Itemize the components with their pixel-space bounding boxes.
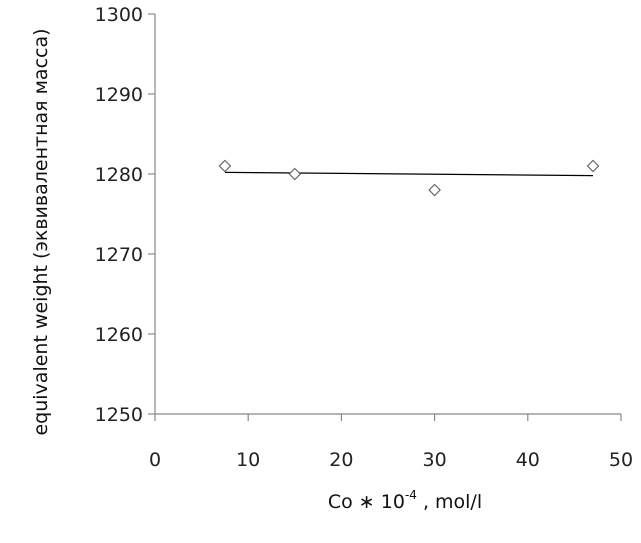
trendline	[224, 171, 594, 177]
x-tick-label: 40	[516, 449, 540, 471]
data-points	[218, 159, 600, 197]
x-axis-title-prefix: Co ∗ 10	[328, 491, 405, 513]
x-tick-label: 20	[329, 449, 353, 471]
data-point	[288, 167, 302, 181]
y-tick-labels: 1250 1260 1270 1280 1290 1300	[95, 4, 143, 426]
trendline-group	[224, 171, 594, 177]
x-tick-label: 10	[236, 449, 260, 471]
y-tick-label: 1300	[95, 4, 143, 26]
x-axis-title-exponent: -4	[405, 488, 417, 502]
data-point	[428, 183, 441, 197]
x-axis-title: Co ∗ 10-4 , mol/l	[328, 488, 482, 513]
y-axis-title: equivalent weight (эквивалентная масса)	[30, 28, 52, 435]
x-tick-label: 30	[423, 449, 447, 471]
y-tick-label: 1290	[95, 84, 143, 106]
data-point	[218, 159, 232, 173]
y-tick-label: 1270	[95, 244, 143, 266]
x-axis-title-suffix: , mol/l	[417, 491, 482, 513]
y-tick-label: 1250	[95, 404, 143, 426]
x-tick-labels: 0 10 20 30 40 50	[149, 449, 633, 471]
y-tick-label: 1260	[95, 324, 143, 346]
x-tick-label: 50	[609, 449, 633, 471]
x-tick-label: 0	[149, 449, 161, 471]
y-tick-label: 1280	[95, 164, 143, 186]
data-point	[586, 159, 600, 173]
axes	[148, 13, 622, 421]
